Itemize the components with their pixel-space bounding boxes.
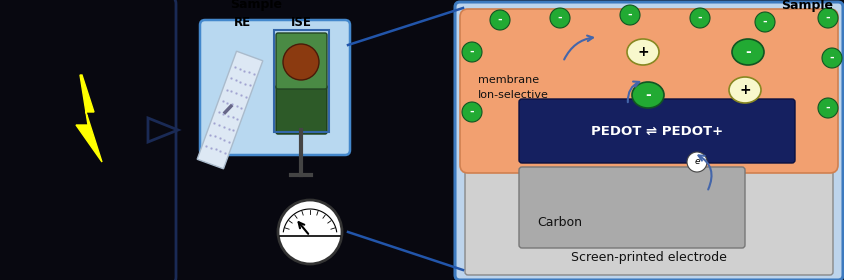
Ellipse shape <box>626 39 658 65</box>
Text: +: + <box>738 83 750 97</box>
Text: -: - <box>744 45 750 59</box>
Circle shape <box>462 42 481 62</box>
Text: +: + <box>636 45 648 59</box>
FancyBboxPatch shape <box>454 2 842 280</box>
Text: Sample: Sample <box>230 0 282 11</box>
Text: -: - <box>825 103 830 113</box>
FancyBboxPatch shape <box>0 0 176 280</box>
Circle shape <box>686 152 706 172</box>
Ellipse shape <box>631 82 663 108</box>
Circle shape <box>283 44 319 80</box>
Text: Screen-printed electrode: Screen-printed electrode <box>571 251 726 265</box>
Text: -: - <box>644 88 650 102</box>
Text: -: - <box>469 47 473 57</box>
Circle shape <box>817 8 837 28</box>
FancyBboxPatch shape <box>200 20 349 155</box>
Text: -: - <box>697 13 701 23</box>
FancyBboxPatch shape <box>276 33 327 89</box>
Circle shape <box>817 98 837 118</box>
Polygon shape <box>76 75 102 162</box>
Circle shape <box>278 200 342 264</box>
Text: -: - <box>825 13 830 23</box>
Text: -: - <box>557 13 561 23</box>
Polygon shape <box>148 118 178 142</box>
Circle shape <box>754 12 774 32</box>
Text: -: - <box>829 53 833 63</box>
Text: PEDOT ⇌ PEDOT+: PEDOT ⇌ PEDOT+ <box>590 125 722 137</box>
Text: Sample: Sample <box>780 0 832 12</box>
Text: ISE: ISE <box>290 15 311 29</box>
Text: e: e <box>694 157 699 167</box>
Ellipse shape <box>728 77 760 103</box>
Text: membrane: membrane <box>478 75 538 85</box>
Text: -: - <box>627 10 631 20</box>
FancyBboxPatch shape <box>459 9 837 173</box>
Circle shape <box>619 5 639 25</box>
Text: -: - <box>469 107 473 117</box>
FancyBboxPatch shape <box>276 85 327 134</box>
Text: RE: RE <box>233 15 251 29</box>
Polygon shape <box>197 51 262 169</box>
FancyBboxPatch shape <box>518 99 794 163</box>
Circle shape <box>490 10 510 30</box>
FancyBboxPatch shape <box>464 161 832 275</box>
Ellipse shape <box>731 39 763 65</box>
Text: Ion-selective: Ion-selective <box>478 90 549 100</box>
FancyBboxPatch shape <box>518 167 744 248</box>
Text: -: - <box>497 15 501 25</box>
Text: Carbon: Carbon <box>537 216 582 230</box>
Circle shape <box>821 48 841 68</box>
Circle shape <box>462 102 481 122</box>
Circle shape <box>549 8 570 28</box>
Text: -: - <box>762 17 766 27</box>
Circle shape <box>690 8 709 28</box>
